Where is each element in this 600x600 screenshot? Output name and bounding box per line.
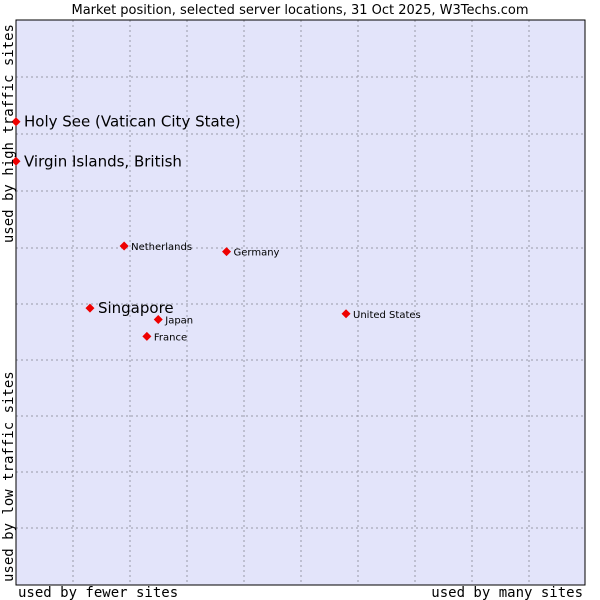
plot-border xyxy=(15,19,586,586)
grid-lines xyxy=(16,20,585,585)
x-axis-label-right: used by many sites xyxy=(431,585,583,600)
point-label-netherlands: Netherlands xyxy=(131,242,192,253)
data-points: Holy See (Vatican City State) Virgin Isla… xyxy=(11,113,421,343)
point-label-virgin-islands-british: Virgin Islands, British xyxy=(24,152,182,170)
point-united-states: United States xyxy=(341,309,421,321)
point-marker-singapore xyxy=(85,303,95,313)
point-label-united-states: United States xyxy=(353,310,421,321)
point-marker-france xyxy=(142,331,152,341)
chart-title: Market position, selected server locatio… xyxy=(71,3,528,18)
point-marker-netherlands xyxy=(119,241,129,251)
point-label-holy-see-vatican-city-state: Holy See (Vatican City State) xyxy=(24,113,241,131)
point-germany: Germany xyxy=(222,247,280,259)
point-virgin-islands-british: Virgin Islands, British xyxy=(11,152,182,170)
point-marker-germany xyxy=(222,247,232,257)
point-marker-united-states xyxy=(341,309,351,319)
point-label-germany: Germany xyxy=(234,248,280,259)
point-netherlands: Netherlands xyxy=(119,241,192,253)
point-label-singapore: Singapore xyxy=(98,299,174,317)
x-axis-label-left: used by fewer sites xyxy=(18,585,178,600)
point-france: France xyxy=(142,331,187,343)
y-axis-label-top: used by high traffic sites xyxy=(1,24,17,243)
point-japan: Japan xyxy=(153,314,193,326)
y-axis-label-bottom: used by low traffic sites xyxy=(1,371,17,582)
point-singapore: Singapore xyxy=(85,299,174,317)
point-label-japan: Japan xyxy=(164,315,193,326)
point-marker-virgin-islands-british xyxy=(11,156,21,166)
point-marker-japan xyxy=(153,314,163,324)
point-marker-holy-see-vatican-city-state xyxy=(11,117,21,127)
point-label-france: France xyxy=(154,332,187,343)
point-holy-see-vatican-city-state: Holy See (Vatican City State) xyxy=(11,113,241,131)
